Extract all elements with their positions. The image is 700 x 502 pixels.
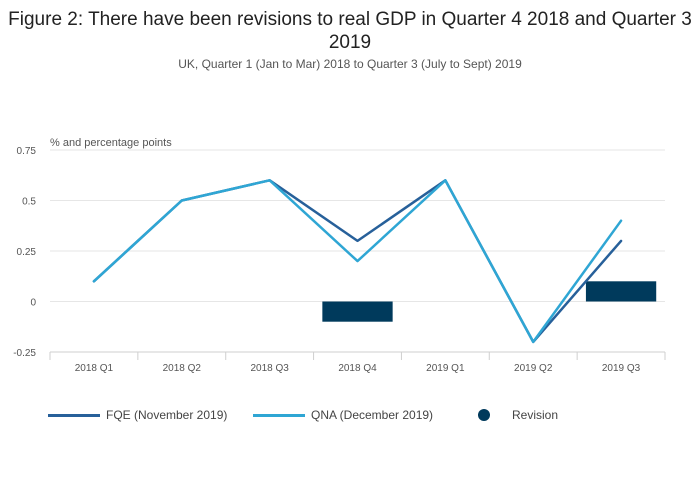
x-tick-label: 2019 Q2 bbox=[514, 363, 553, 374]
legend-swatch-qna bbox=[253, 413, 305, 417]
x-tick-label: 2018 Q2 bbox=[163, 363, 202, 374]
x-tick-label: 2018 Q1 bbox=[75, 363, 114, 374]
legend-swatch-revision bbox=[478, 409, 490, 421]
y-tick-label: 0 bbox=[30, 298, 36, 309]
legend-label-qna: QNA (December 2019) bbox=[311, 408, 434, 422]
x-tick-label: 2018 Q3 bbox=[250, 363, 289, 374]
chart-plot: -0.25 0 0.25 0.5 0.75 % and percentage points… bbox=[13, 137, 666, 374]
y-tick-label: 0.5 bbox=[22, 197, 36, 208]
legend-item-revision[interactable]: Revision bbox=[474, 408, 558, 422]
chart-subtitle: UK, Quarter 1 (Jan to Mar) 2018 to Quart… bbox=[178, 57, 522, 71]
legend-item-fqe[interactable]: FQE (November 2019) bbox=[48, 408, 227, 422]
revision-bar bbox=[585, 281, 657, 302]
revision-bar bbox=[322, 301, 393, 322]
series-line-qna bbox=[92, 179, 623, 344]
y-tick-label: 0.75 bbox=[17, 146, 37, 157]
x-tick-label: 2019 Q3 bbox=[602, 363, 641, 374]
y-tick-label: -0.25 bbox=[13, 348, 36, 359]
y-axis-label: % and percentage points bbox=[50, 137, 172, 149]
legend-swatch-fqe bbox=[48, 413, 100, 417]
legend-label-revision: Revision bbox=[512, 408, 559, 422]
legend: FQE (November 2019) QNA (December 2019) … bbox=[48, 408, 668, 426]
legend-label-fqe: FQE (November 2019) bbox=[106, 408, 228, 422]
legend-item-qna[interactable]: QNA (December 2019) bbox=[253, 408, 433, 422]
x-tick-label: 2018 Q4 bbox=[338, 363, 377, 374]
x-tick-label: 2019 Q1 bbox=[426, 363, 465, 374]
chart-title: Figure 2: There have been revisions to r… bbox=[8, 9, 692, 53]
y-tick-label: 0.25 bbox=[17, 247, 37, 258]
